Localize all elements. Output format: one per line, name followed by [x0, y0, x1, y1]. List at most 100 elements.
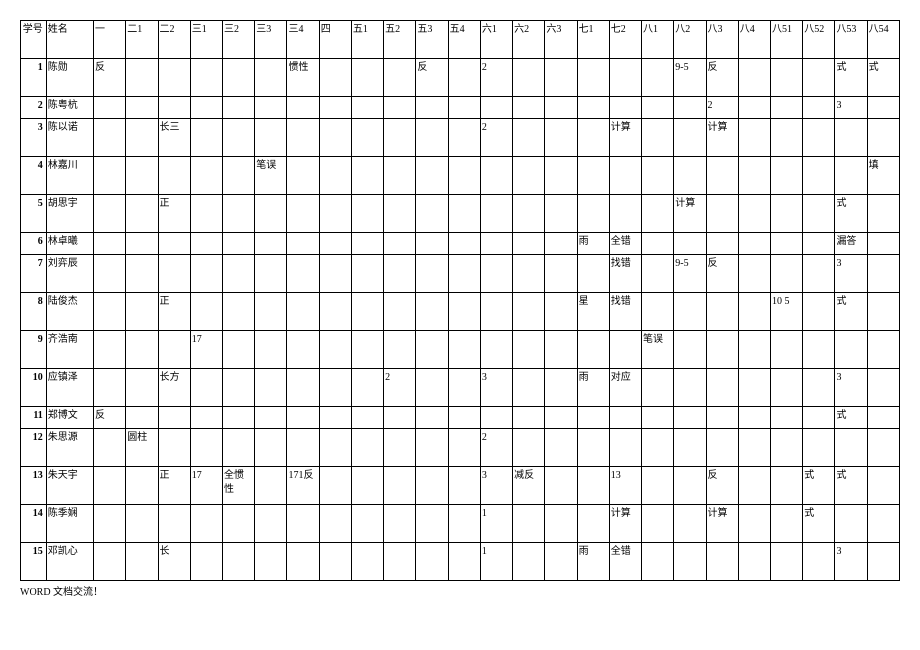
cell-c16: [577, 97, 609, 119]
cell-name: 陈粤杭: [46, 97, 93, 119]
cell-name: 邓凯心: [46, 543, 93, 581]
cell-c14: [513, 97, 545, 119]
cell-c22: [770, 467, 802, 505]
cell-c25: [867, 119, 899, 157]
cell-c9: [351, 505, 383, 543]
cell-c4: [190, 543, 222, 581]
header-c13: 六1: [480, 21, 512, 59]
cell-c13: 2: [480, 119, 512, 157]
cell-c19: [674, 429, 706, 467]
cell-c10: [384, 505, 416, 543]
header-c21: 八4: [738, 21, 770, 59]
cell-c17: 13: [609, 467, 641, 505]
cell-c4: [190, 97, 222, 119]
cell-c15: [545, 255, 577, 293]
cell-c18: [642, 233, 674, 255]
cell-c13: [480, 293, 512, 331]
cell-c10: [384, 59, 416, 97]
cell-id: 10: [21, 369, 47, 407]
cell-c6: [255, 407, 287, 429]
cell-c12: [448, 233, 480, 255]
cell-c9: [351, 369, 383, 407]
cell-c12: [448, 543, 480, 581]
cell-c6: 笔误: [255, 157, 287, 195]
cell-c14: [513, 255, 545, 293]
cell-c1: 反: [94, 407, 126, 429]
cell-c5: [222, 543, 254, 581]
cell-c2: [126, 467, 158, 505]
cell-c23: [803, 233, 835, 255]
cell-c25: 式: [867, 59, 899, 97]
cell-c24: [835, 429, 867, 467]
cell-c11: [416, 97, 448, 119]
cell-c19: [674, 467, 706, 505]
cell-c23: [803, 369, 835, 407]
cell-c24: 3: [835, 369, 867, 407]
cell-name: 陈以诺: [46, 119, 93, 157]
cell-c25: 填: [867, 157, 899, 195]
cell-c3: 长三: [158, 119, 190, 157]
cell-c11: 反: [416, 59, 448, 97]
cell-c25: [867, 543, 899, 581]
cell-id: 14: [21, 505, 47, 543]
cell-c22: [770, 429, 802, 467]
cell-c3: 长: [158, 543, 190, 581]
cell-c4: [190, 59, 222, 97]
cell-c24: 式: [835, 59, 867, 97]
cell-c13: 3: [480, 467, 512, 505]
cell-c9: [351, 255, 383, 293]
cell-c4: [190, 195, 222, 233]
header-c10: 五2: [384, 21, 416, 59]
cell-c6: [255, 97, 287, 119]
cell-c13: 2: [480, 429, 512, 467]
cell-c8: [319, 543, 351, 581]
cell-c25: [867, 97, 899, 119]
cell-c23: [803, 255, 835, 293]
cell-c2: [126, 505, 158, 543]
cell-c10: [384, 157, 416, 195]
cell-c2: [126, 407, 158, 429]
cell-c12: [448, 369, 480, 407]
cell-c21: [738, 543, 770, 581]
cell-c15: [545, 233, 577, 255]
cell-c7: [287, 505, 319, 543]
cell-c22: [770, 157, 802, 195]
cell-c22: [770, 233, 802, 255]
cell-c22: [770, 119, 802, 157]
cell-c13: [480, 195, 512, 233]
cell-c19: [674, 293, 706, 331]
cell-c18: [642, 119, 674, 157]
header-c4: 三1: [190, 21, 222, 59]
cell-c5: [222, 331, 254, 369]
header-id: 学号: [21, 21, 47, 59]
cell-c15: [545, 59, 577, 97]
cell-c1: [94, 195, 126, 233]
cell-c19: [674, 233, 706, 255]
cell-c17: [609, 157, 641, 195]
cell-c19: [674, 97, 706, 119]
table-row: 9齐浩南17笔误: [21, 331, 900, 369]
cell-c4: 17: [190, 331, 222, 369]
cell-c16: [577, 59, 609, 97]
cell-c16: [577, 331, 609, 369]
cell-c2: 圆柱: [126, 429, 158, 467]
cell-name: 郑博文: [46, 407, 93, 429]
cell-c15: [545, 119, 577, 157]
table-row: 7刘弈辰找错9-5反3: [21, 255, 900, 293]
cell-c23: 式: [803, 467, 835, 505]
cell-c18: [642, 429, 674, 467]
cell-c25: [867, 467, 899, 505]
cell-c24: [835, 119, 867, 157]
cell-c9: [351, 119, 383, 157]
cell-c19: [674, 157, 706, 195]
cell-c13: 2: [480, 59, 512, 97]
cell-c8: [319, 505, 351, 543]
cell-c21: [738, 195, 770, 233]
table-row: 1陈勋反惯性反29-5反式式: [21, 59, 900, 97]
cell-c11: [416, 255, 448, 293]
cell-c20: [706, 293, 738, 331]
cell-c4: 17: [190, 467, 222, 505]
cell-c22: [770, 505, 802, 543]
cell-c14: 减反: [513, 467, 545, 505]
cell-c5: [222, 233, 254, 255]
